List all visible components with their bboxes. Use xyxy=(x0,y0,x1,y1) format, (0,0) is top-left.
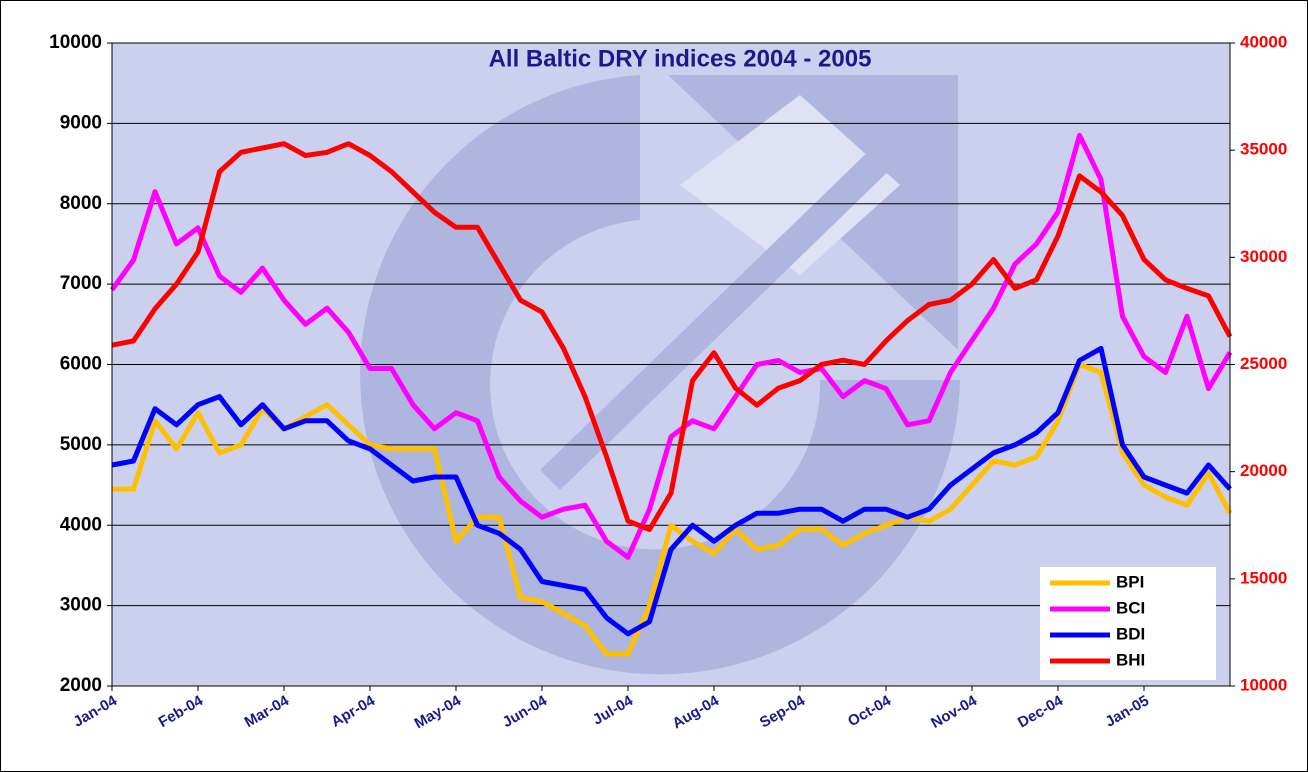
chart-title: All Baltic DRY indices 2004 - 2005 xyxy=(489,45,872,72)
series-line xyxy=(111,141,1233,532)
y-tick-label: 8000 xyxy=(60,193,102,214)
y-tick-label: 2000 xyxy=(60,675,102,696)
series-line xyxy=(109,132,1233,560)
y2-tick-label: 15000 xyxy=(1240,568,1287,587)
legend-label: BDI xyxy=(1116,624,1145,643)
y2-tick-label: 35000 xyxy=(1240,140,1287,159)
legend-label: BHI xyxy=(1116,650,1145,669)
series-line xyxy=(112,362,1233,657)
y2-tick-label: 40000 xyxy=(1240,32,1287,51)
logo-bar xyxy=(540,140,900,490)
y2-tick-label: 20000 xyxy=(1240,461,1287,480)
y-tick-label: 4000 xyxy=(60,514,102,535)
logo-ring xyxy=(360,75,960,675)
series-line xyxy=(111,345,1232,637)
logo xyxy=(360,75,960,675)
y-tick-label: 6000 xyxy=(60,354,102,375)
y-tick-label: 7000 xyxy=(60,273,102,294)
legend-label: BCI xyxy=(1116,598,1145,617)
y-tick-label: 9000 xyxy=(60,112,102,133)
y2-tick-label: 10000 xyxy=(1240,675,1287,694)
y2-tick-label: 30000 xyxy=(1240,247,1287,266)
y-tick-label: 10000 xyxy=(49,32,102,53)
legend-label: BPI xyxy=(1116,572,1144,591)
logo-diamond xyxy=(680,95,900,275)
y-tick-label: 5000 xyxy=(60,434,102,455)
y2-tick-label: 25000 xyxy=(1240,354,1287,373)
y-tick-label: 3000 xyxy=(60,595,102,616)
